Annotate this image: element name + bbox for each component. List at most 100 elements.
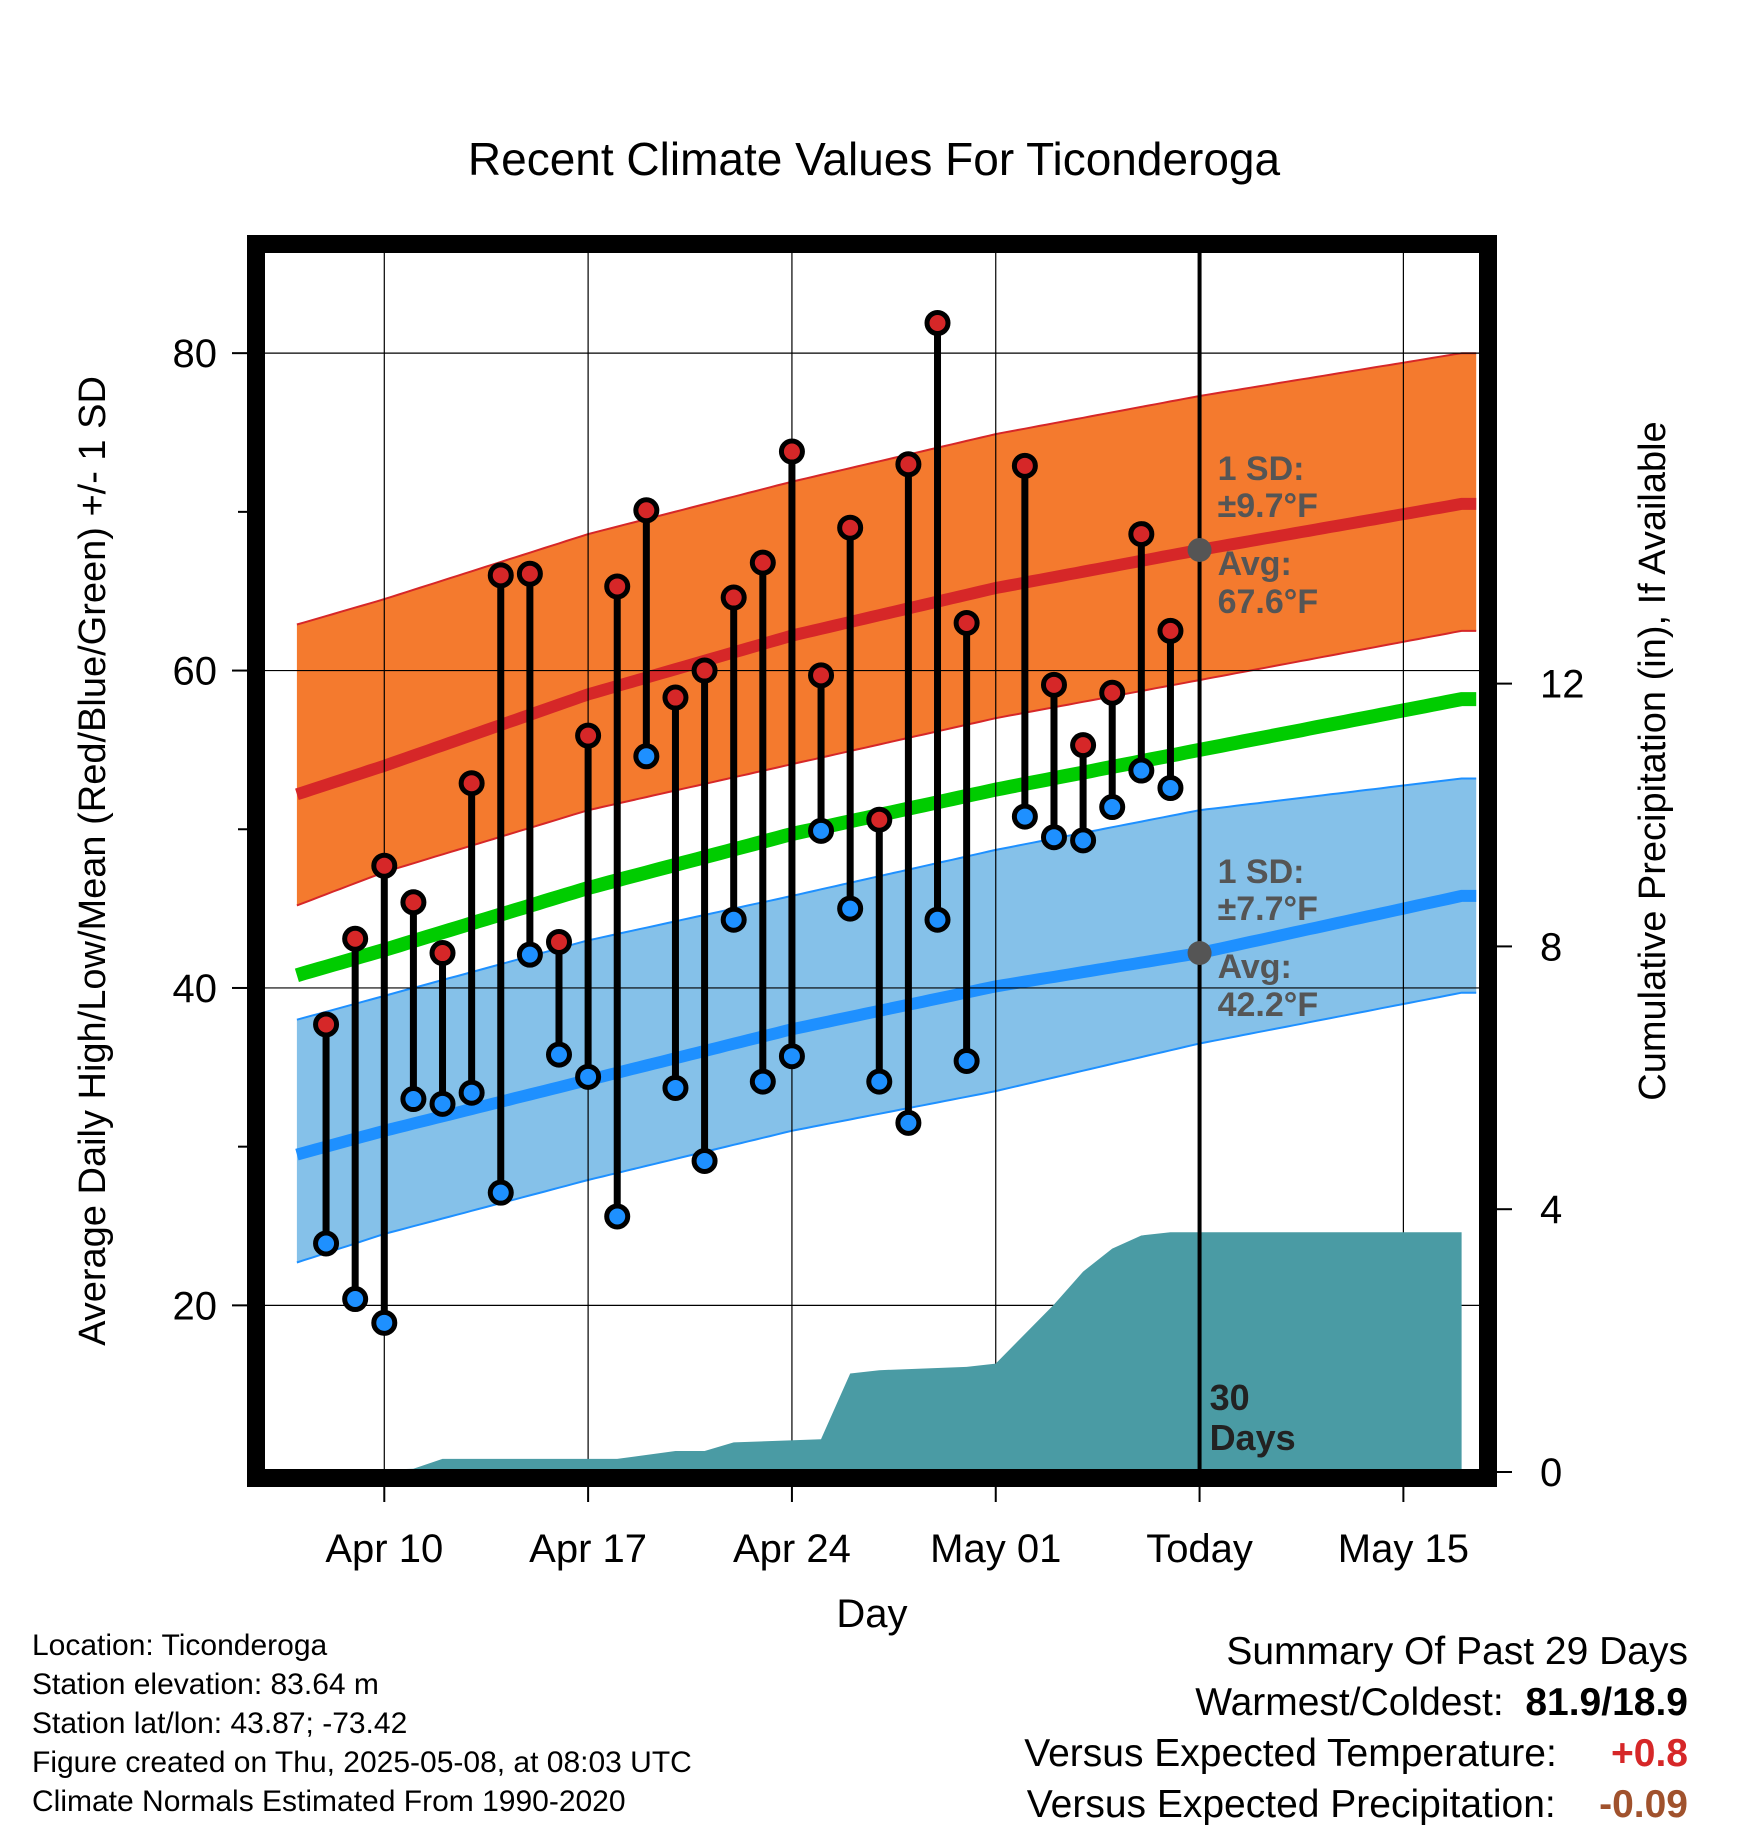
low-temp-point [487,1179,514,1206]
high-temp-point [1070,732,1097,759]
high-temp-point [720,584,747,611]
high-temp-point [516,560,543,587]
high-temp-point [371,852,398,879]
x-tick-label: Today [1146,1527,1253,1571]
low-temp-point [1040,824,1067,851]
summary-warmest-coldest: Warmest/Coldest: 81.9/18.9 [1024,1677,1688,1728]
location-info: Location: Ticonderoga Station elevation:… [32,1626,692,1821]
high-avg-marker [1187,537,1212,562]
low-sd-band [296,778,1477,1263]
high-temp-point [691,657,718,684]
y-tick-label: 40 [173,967,218,1011]
y2-axis-label: Cumulative Precipitation (in), If Availa… [1632,421,1674,1100]
low-temp-point [429,1090,456,1117]
temp-value: +0.8 [1611,1732,1688,1775]
low-temp-point [866,1068,893,1095]
y-axis-label: Average Daily High/Low/Mean (Red/Blue/Gr… [72,376,114,1346]
warmest-coldest-label: Warmest/Coldest: [1195,1681,1504,1724]
precip-label: Versus Expected Precipitation: [1026,1783,1556,1826]
high-sd-label: 1 SD: [1218,450,1305,488]
y2-tick-label: 12 [1540,663,1585,707]
high-temp-point [545,928,572,955]
summary-temp: Versus Expected Temperature: +0.8 [1024,1728,1688,1779]
low-temp-point [458,1079,485,1106]
low-temp-point [837,895,864,922]
low-sd-lower-line [296,991,1477,1264]
high-temp-point [837,514,864,541]
x-tick-label: Apr 10 [325,1527,443,1571]
low-temp-point [749,1068,776,1095]
y2-tick-label: 4 [1540,1188,1562,1232]
low-temp-point [400,1086,427,1113]
high-temp-point [458,770,485,797]
low-temp-point [313,1230,340,1257]
high-temp-point [342,925,369,952]
low-temp-point [516,941,543,968]
summary-heading: Summary Of Past 29 Days [1226,1630,1688,1673]
high-avg-label: Avg: [1218,545,1292,583]
x-tick-label: Apr 17 [529,1527,647,1571]
low-avg-label: Avg: [1218,948,1292,986]
x-tick-label: May 01 [930,1527,1061,1571]
normals-line: Climate Normals Estimated From 1990-2020 [32,1785,626,1818]
low-sd-value: ±7.7°F [1218,890,1318,928]
high-temp-point [313,1011,340,1038]
y-tick-label: 20 [173,1284,218,1328]
high-temp-point [662,684,689,711]
high-temp-point [575,722,602,749]
high-temp-point [604,573,631,600]
high-temp-point [400,889,427,916]
high-sd-value: ±9.7°F [1218,487,1318,525]
high-avg-value: 67.6°F [1218,583,1319,621]
low-avg-value: 42.2°F [1218,986,1319,1024]
created-line: Figure created on Thu, 2025-05-08, at 08… [32,1746,692,1779]
high-sd-upper-line [296,352,1477,626]
y2-tick-label: 0 [1540,1451,1562,1495]
low-temp-point [342,1286,369,1313]
x-tick-label: Apr 24 [733,1527,851,1571]
low-temp-point [1011,803,1038,830]
high-temp-point [1040,671,1067,698]
high-temp-point [953,609,980,636]
high-temp-point [1099,679,1126,706]
high-temp-point [429,940,456,967]
plot-frame [247,235,1497,1487]
summary-precip: Versus Expected Precipitation: -0.09 [1024,1779,1688,1830]
low-temp-point [662,1074,689,1101]
low-temp-point [1099,794,1126,821]
precipitation-area [326,1232,1462,1472]
low-temp-point [691,1147,718,1174]
low-temp-point [720,906,747,933]
low-temp-point [895,1109,922,1136]
high-temp-point [633,497,660,524]
high-temp-point [1157,617,1184,644]
low-temp-point [633,743,660,770]
high-sd-band [296,353,1477,906]
latlon-line: Station lat/lon: 43.87; -73.42 [32,1707,408,1740]
low-sd-upper-line [296,777,1477,1021]
high-temp-point [808,662,835,689]
low-temp-point [1157,774,1184,801]
high-temp-point [778,438,805,465]
high-temp-point [1011,452,1038,479]
low-temp-point [1128,757,1155,784]
today-days-label: 30 [1210,1377,1250,1418]
high-sd-lower-line [296,629,1477,907]
high-temp-point [1128,521,1155,548]
low-temp-point [808,817,835,844]
x-tick-label: May 15 [1338,1527,1469,1571]
y2-tick-label: 8 [1540,925,1562,969]
temp-label: Versus Expected Temperature: [1024,1732,1557,1775]
x-axis-label: Day [836,1592,907,1636]
high-avg-line [295,497,1477,801]
low-temp-point [924,906,951,933]
high-temp-point [895,451,922,478]
low-avg-line [295,889,1477,1161]
low-temp-point [575,1063,602,1090]
y-tick-label: 60 [173,650,218,694]
warmest-coldest-value: 81.9/18.9 [1525,1681,1688,1724]
low-avg-marker [1187,941,1212,966]
chart-title: Recent Climate Values For Ticonderoga [467,133,1281,185]
summary-panel: Summary Of Past 29 Days Warmest/Coldest:… [1024,1626,1688,1830]
